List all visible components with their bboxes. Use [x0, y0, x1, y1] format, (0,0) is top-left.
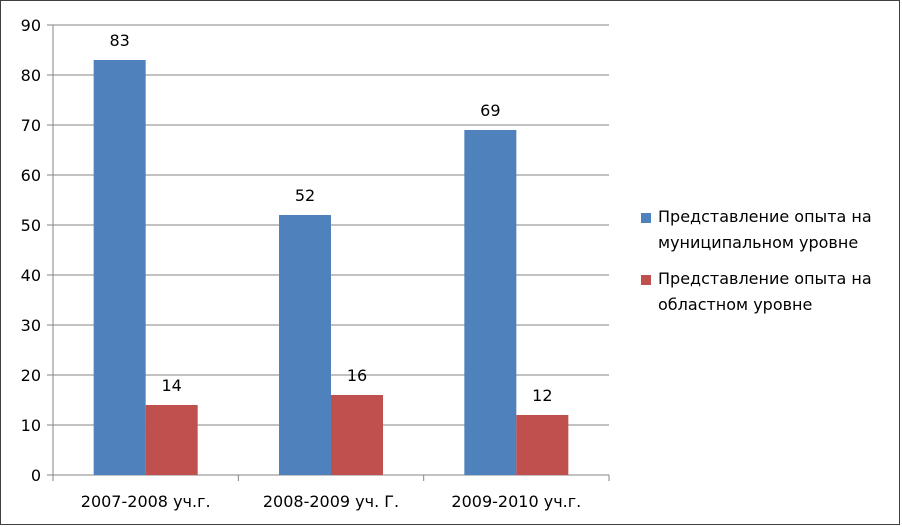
bar-s0-c0: [93, 60, 146, 475]
legend-label-municipal: Представление опыта на муниципальном уро…: [658, 207, 872, 252]
legend-item-regional: Представление опыта на областном уровне: [641, 269, 896, 318]
bar-s1-c0: [145, 405, 198, 475]
y-tick-label-80: 80: [21, 66, 41, 85]
legend: Представление опыта на муниципальном уро…: [641, 207, 896, 332]
y-tick-label-50: 50: [21, 216, 41, 235]
y-tick-label-10: 10: [21, 416, 41, 435]
data-label-s0-c1: 52: [295, 186, 315, 205]
bar-s1-c1: [331, 395, 383, 475]
legend-swatch-municipal: [641, 213, 651, 223]
y-tick-label-60: 60: [21, 166, 41, 185]
x-tick-label-0: 2007-2008 уч.г.: [81, 492, 211, 511]
x-tick-label-1: 2008-2009 уч. Г.: [263, 492, 399, 511]
y-tick-label-0: 0: [31, 466, 41, 485]
x-tick-label-2: 2009-2010 уч.г.: [451, 492, 581, 511]
data-label-s1-c0: 14: [161, 376, 181, 395]
y-tick-label-90: 90: [21, 16, 41, 35]
data-label-s1-c1: 16: [347, 366, 367, 385]
legend-swatch-regional: [641, 275, 651, 285]
data-label-s0-c2: 69: [480, 101, 500, 120]
legend-item-municipal: Представление опыта на муниципальном уро…: [641, 207, 896, 256]
bar-s1-c2: [516, 415, 569, 475]
y-tick-label-20: 20: [21, 366, 41, 385]
legend-label-regional: Представление опыта на областном уровне: [658, 269, 872, 314]
bar-s0-c2: [464, 130, 517, 475]
y-tick-label-40: 40: [21, 266, 41, 285]
bar-s0-c1: [279, 215, 331, 475]
data-label-s0-c0: 83: [109, 31, 129, 50]
y-tick-label-70: 70: [21, 116, 41, 135]
y-tick-label-30: 30: [21, 316, 41, 335]
data-label-s1-c2: 12: [532, 386, 552, 405]
